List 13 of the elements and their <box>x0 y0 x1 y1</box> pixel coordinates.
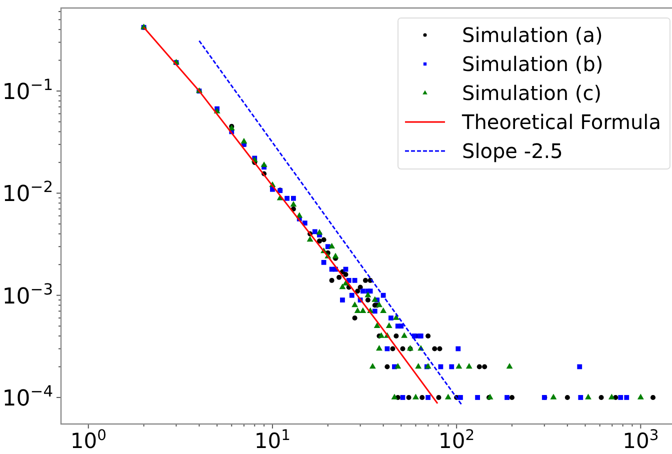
legend-label: Theoretical Formula <box>461 110 661 134</box>
x-tick-label: 10$^{3}$ <box>622 426 659 453</box>
x-tick-label: 10$^{0}$ <box>70 426 106 453</box>
legend-label: Simulation (a) <box>462 23 603 47</box>
y-tick-label: 10$^{−1}$ <box>2 76 53 106</box>
legend-label: Slope -2.5 <box>462 139 563 163</box>
y-tick-label: 10$^{−3}$ <box>2 280 53 310</box>
x-tick-label: 10$^{1}$ <box>254 426 291 453</box>
legend-label: Simulation (c) <box>462 81 602 105</box>
y-tick-label: 10$^{−4}$ <box>2 382 53 412</box>
x-tick-label: 10$^{2}$ <box>438 426 475 453</box>
y-tick-label: 10$^{−2}$ <box>2 178 53 208</box>
legend-label: Simulation (b) <box>462 52 604 76</box>
